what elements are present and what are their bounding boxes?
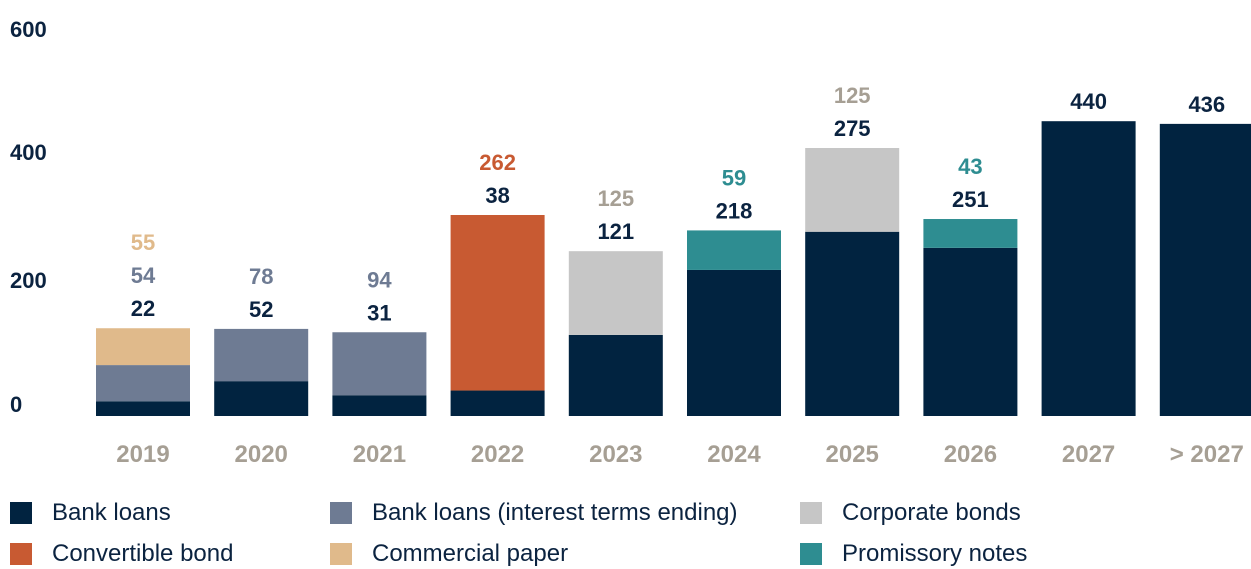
data-label: 121 bbox=[597, 219, 634, 244]
bar-segment-bank-loans bbox=[569, 335, 663, 416]
data-label: 31 bbox=[367, 300, 391, 325]
legend-swatch bbox=[330, 543, 352, 565]
x-tick-label: 2024 bbox=[707, 441, 761, 468]
x-tick-label: 2019 bbox=[116, 441, 169, 468]
bar-segment-bank-loans bbox=[1042, 121, 1136, 416]
legend-swatch bbox=[800, 543, 822, 565]
legend-item-commercial-paper: Commercial paper bbox=[330, 539, 568, 569]
bar-segment-bank-loans bbox=[687, 270, 781, 416]
y-axis: 0 200 400 600 bbox=[10, 17, 47, 417]
legend-swatch bbox=[800, 502, 822, 524]
data-label: 275 bbox=[834, 116, 871, 141]
bar-segment-bank-loans bbox=[214, 381, 308, 416]
bar-segment-promissory-notes bbox=[687, 230, 781, 270]
legend-swatch bbox=[330, 502, 352, 524]
bar-segment-bank-loans-interest-terms-ending bbox=[332, 332, 426, 395]
x-tick-label: 2023 bbox=[589, 441, 642, 468]
bar-segment-bank-loans-interest-terms-ending bbox=[96, 365, 190, 401]
data-label: 94 bbox=[367, 267, 392, 292]
x-axis: 2019 2020 2021 2022 2023 2024 2025 2026 2027 > 20… bbox=[116, 441, 1244, 468]
legend-label: Convertible bond bbox=[52, 540, 233, 568]
y-tick-label: 200 bbox=[10, 268, 47, 293]
data-label: 78 bbox=[249, 264, 273, 289]
bar-segment-promissory-notes bbox=[923, 219, 1017, 248]
bar-segment-bank-loans-interest-terms-ending bbox=[214, 329, 308, 381]
legend-label: Bank loans (interest terms ending) bbox=[372, 499, 738, 527]
bar-segment-bank-loans bbox=[451, 391, 545, 416]
bar-segment-bank-loans bbox=[805, 232, 899, 416]
data-label: 440 bbox=[1070, 89, 1107, 114]
x-tick-label: 2026 bbox=[944, 441, 997, 468]
data-label: 436 bbox=[1188, 92, 1225, 117]
x-tick-label: 2027 bbox=[1062, 441, 1115, 468]
legend-label: Promissory notes bbox=[842, 540, 1027, 568]
legend-item-promissory-notes: Promissory notes bbox=[800, 539, 1027, 569]
y-tick-label: 600 bbox=[10, 17, 47, 42]
x-tick-label: 2021 bbox=[353, 441, 406, 468]
y-tick-label: 400 bbox=[10, 140, 47, 165]
legend-label: Corporate bonds bbox=[842, 499, 1021, 527]
data-label: 38 bbox=[485, 183, 509, 208]
x-tick-label: 2020 bbox=[235, 441, 288, 468]
data-label: 54 bbox=[131, 263, 156, 288]
data-label: 218 bbox=[716, 198, 753, 223]
bar-segment-commercial-paper bbox=[96, 328, 190, 365]
data-label: 52 bbox=[249, 297, 273, 322]
data-label: 59 bbox=[722, 165, 746, 190]
bar-segment-bank-loans bbox=[1160, 124, 1251, 416]
bar-segment-convertible-bond bbox=[451, 215, 545, 391]
data-label: 262 bbox=[479, 150, 516, 175]
legend: Bank loans Bank loans (interest terms en… bbox=[10, 498, 1250, 568]
x-tick-label: 2022 bbox=[471, 441, 524, 468]
y-tick-label: 0 bbox=[10, 392, 22, 417]
legend-swatch bbox=[10, 502, 32, 524]
bar-segment-bank-loans bbox=[96, 401, 190, 416]
x-tick-label: > 2027 bbox=[1170, 441, 1244, 468]
data-label: 55 bbox=[131, 230, 155, 255]
legend-item-convertible-bond: Convertible bond bbox=[10, 539, 233, 569]
bar-segment-corporate-bonds bbox=[569, 251, 663, 335]
data-label: 125 bbox=[834, 83, 871, 108]
data-label: 43 bbox=[958, 154, 982, 179]
data-label: 22 bbox=[131, 296, 155, 321]
legend-item-bank-loans-interest-terms-ending: Bank loans (interest terms ending) bbox=[330, 498, 738, 528]
legend-label: Commercial paper bbox=[372, 540, 568, 568]
bar-segment-bank-loans bbox=[332, 395, 426, 416]
bar-segment-bank-loans bbox=[923, 248, 1017, 416]
legend-item-bank-loans: Bank loans bbox=[10, 498, 171, 528]
data-label: 125 bbox=[597, 186, 634, 211]
x-tick-label: 2025 bbox=[826, 441, 879, 468]
stacked-bar-chart: 0 200 400 600 22 54 55 52 78 31 94 38 262 121 125 218 5… bbox=[0, 0, 1251, 495]
legend-item-corporate-bonds: Corporate bonds bbox=[800, 498, 1021, 528]
legend-swatch bbox=[10, 543, 32, 565]
legend-label: Bank loans bbox=[52, 499, 171, 527]
bar-segment-corporate-bonds bbox=[805, 148, 899, 232]
data-label: 251 bbox=[952, 187, 989, 212]
